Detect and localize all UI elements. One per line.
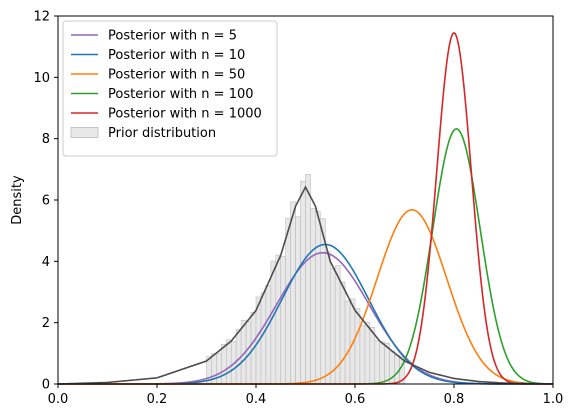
histogram-bar xyxy=(275,254,282,385)
x-tick-label: 0.8 xyxy=(444,392,465,407)
y-tick-label: 8 xyxy=(42,132,50,147)
histogram-bar xyxy=(216,353,222,385)
x-tick-label: 0.4 xyxy=(246,392,267,407)
histogram-bar xyxy=(305,173,311,385)
y-tick-label: 6 xyxy=(42,194,50,209)
histogram-bar xyxy=(226,339,232,385)
histogram-bar xyxy=(295,216,301,385)
histogram-bar xyxy=(379,341,385,385)
legend-label: Posterior with n = 5 xyxy=(108,29,237,44)
histogram-bar xyxy=(359,325,366,385)
x-tick-label: 0.0 xyxy=(48,392,69,407)
histogram-bar xyxy=(324,251,331,385)
y-tick-label: 0 xyxy=(42,378,50,393)
y-tick-label: 2 xyxy=(42,316,50,331)
y-tick-label: 10 xyxy=(33,71,50,86)
legend: Posterior with n = 5 Posterior with n = 1… xyxy=(62,20,278,157)
histogram-bar xyxy=(310,208,316,385)
axis-ticks: 0.0 0.2 0.4 0.6 0.8 1.0 0 2 4 6 8 10 12 xyxy=(33,10,563,408)
histogram-bar xyxy=(374,339,381,385)
histogram-bar xyxy=(384,343,390,385)
x-tick-label: 0.2 xyxy=(147,392,168,407)
histogram-bar xyxy=(329,267,336,385)
prior-curve xyxy=(57,185,554,385)
histogram-bar xyxy=(280,256,286,385)
histogram-bar xyxy=(285,218,291,385)
histogram-bar xyxy=(260,292,267,385)
y-axis-label: Density xyxy=(10,175,25,225)
histogram-bar xyxy=(320,218,326,385)
histogram-bar xyxy=(369,326,376,385)
y-tick-label: 12 xyxy=(33,10,50,25)
y-tick-label: 4 xyxy=(42,255,50,270)
histogram-bar xyxy=(339,281,346,385)
histogram-bar xyxy=(300,180,306,385)
prior-histogram xyxy=(206,173,405,385)
histogram-bar xyxy=(315,211,321,385)
histogram-bar xyxy=(270,260,277,385)
legend-label: Prior distribution xyxy=(108,126,216,141)
histogram-bar xyxy=(354,308,361,385)
histogram-bar xyxy=(344,300,351,385)
legend-box xyxy=(62,20,278,157)
histogram-bar xyxy=(290,201,296,385)
x-tick-label: 0.6 xyxy=(345,392,366,407)
histogram-bar xyxy=(364,321,371,385)
legend-swatch xyxy=(70,127,99,138)
histogram-bar xyxy=(221,343,227,385)
x-tick-label: 1.0 xyxy=(543,392,564,407)
legend-label: Posterior with n = 100 xyxy=(108,87,254,102)
legend-label: Posterior with n = 10 xyxy=(108,48,245,63)
histogram-bar xyxy=(265,285,272,385)
legend-label: Posterior with n = 50 xyxy=(108,68,245,83)
legend-label: Posterior with n = 1000 xyxy=(108,107,262,122)
